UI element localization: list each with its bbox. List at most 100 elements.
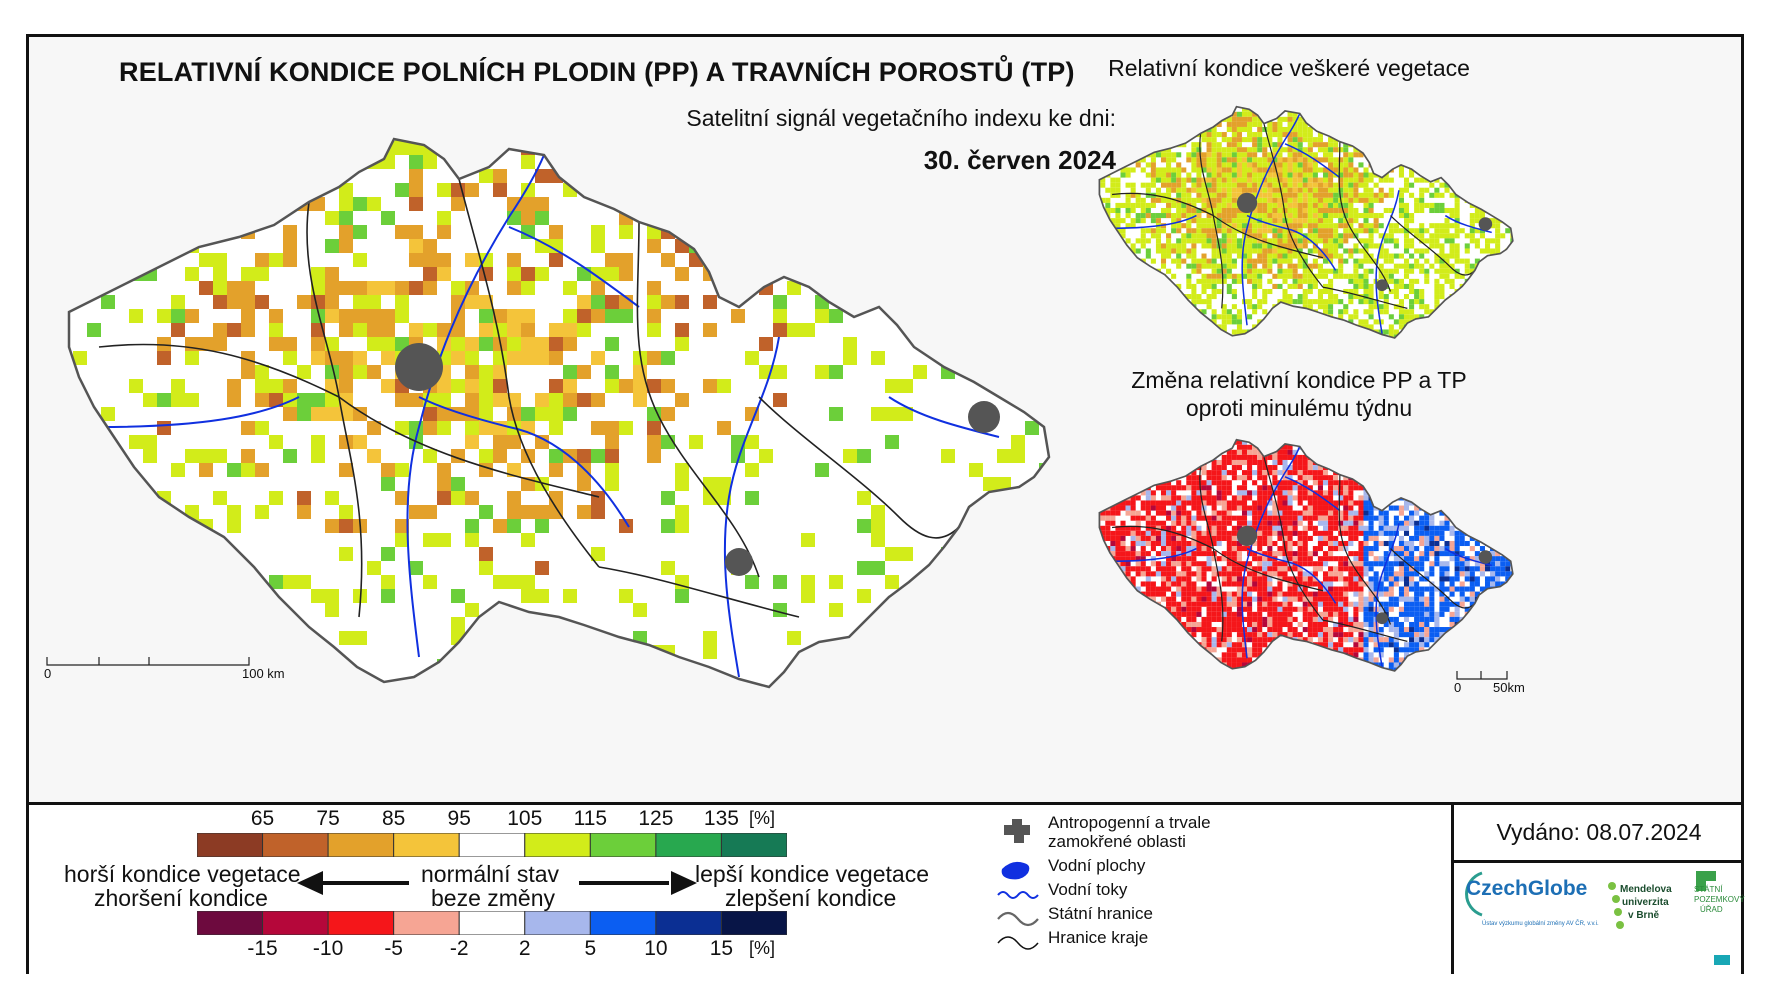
map-cell	[1490, 248, 1496, 254]
map-cell	[1130, 324, 1136, 330]
map-cell	[1363, 213, 1369, 219]
map-cell	[465, 183, 479, 197]
map-cell	[69, 365, 73, 379]
map-cell	[1322, 480, 1329, 486]
map-cell	[857, 631, 871, 645]
map-cell	[1227, 102, 1232, 107]
map-cell	[1449, 248, 1455, 254]
map-cell	[1191, 121, 1197, 127]
map-cell	[1439, 233, 1445, 239]
map-cell	[1262, 102, 1267, 107]
map-cell	[1317, 248, 1323, 254]
map-cell	[1490, 505, 1496, 511]
map-cell	[157, 421, 171, 435]
map-cell	[1500, 485, 1506, 491]
map-cell	[1424, 228, 1430, 234]
map-cell	[1100, 137, 1106, 143]
map-cell	[1500, 500, 1506, 506]
map-cell	[1358, 510, 1364, 516]
map-cell	[1490, 111, 1496, 117]
map-cell	[1211, 223, 1217, 229]
map-cell	[1181, 444, 1187, 450]
map-cell	[1444, 263, 1450, 269]
map-cell	[1282, 535, 1288, 541]
map-cell	[577, 309, 591, 323]
map-cell	[1221, 253, 1227, 259]
map-cell	[1105, 187, 1111, 193]
map-cell	[1398, 207, 1404, 214]
map-cell	[647, 281, 661, 295]
map-cell	[185, 141, 199, 155]
map-cell	[1495, 111, 1501, 117]
map-cell	[1312, 454, 1318, 460]
map-cell	[1505, 435, 1510, 440]
map-cell	[1307, 263, 1313, 269]
map-cell	[1484, 314, 1491, 320]
map-cell	[1414, 454, 1420, 460]
map-cell	[1267, 111, 1273, 117]
map-cell	[1252, 273, 1258, 279]
map-cell	[1429, 540, 1435, 547]
map-cell	[465, 139, 479, 141]
map-cell	[535, 407, 549, 421]
map-cell	[1099, 258, 1101, 264]
map-cell	[1353, 480, 1359, 486]
map-cell	[1479, 162, 1485, 168]
map-cell	[1343, 309, 1349, 315]
map-cell	[1363, 540, 1369, 547]
map-cell	[1378, 510, 1384, 516]
map-cell	[1211, 520, 1217, 526]
map-cell	[1454, 449, 1460, 455]
map-cell	[479, 141, 493, 155]
map-cell	[1272, 329, 1278, 335]
map-cell	[1145, 319, 1151, 325]
map-cell	[913, 631, 927, 645]
map-cell	[1216, 288, 1222, 295]
map-cell	[1099, 137, 1101, 143]
map-cell	[1348, 334, 1354, 338]
map-cell	[1388, 273, 1394, 279]
map-cell	[1186, 525, 1192, 531]
map-cell	[1409, 444, 1415, 450]
map-cell	[1282, 218, 1288, 224]
map-cell	[157, 393, 171, 407]
map-cell	[1272, 172, 1278, 178]
map-cell	[1100, 182, 1106, 188]
map-cell	[1343, 187, 1349, 193]
map-cell	[1424, 132, 1430, 138]
map-cell	[1439, 525, 1445, 531]
map-cell	[1434, 304, 1440, 310]
map-cell	[1216, 152, 1222, 158]
map-cell	[1181, 182, 1187, 188]
map-cell	[1115, 218, 1121, 224]
main-title: RELATIVNÍ KONDICE POLNÍCH PLODIN (PP) A …	[119, 57, 1075, 87]
map-cell	[1479, 444, 1485, 450]
map-cell	[1226, 273, 1232, 279]
map-cell	[1322, 329, 1329, 335]
map-cell	[1186, 283, 1192, 289]
map-cell	[1171, 202, 1177, 208]
map-cell	[1409, 449, 1415, 455]
map-cell	[1166, 449, 1172, 455]
map-cell	[1130, 530, 1136, 536]
map-cell	[1450, 435, 1455, 440]
map-cell	[1393, 515, 1399, 521]
map-cell	[1277, 546, 1283, 552]
map-cell	[1262, 485, 1268, 491]
map-cell	[1181, 248, 1187, 254]
map-cell	[1201, 132, 1207, 138]
map-cell	[1479, 213, 1485, 219]
map-cell	[1140, 505, 1146, 511]
map-cell	[1328, 299, 1334, 305]
map-cell	[1247, 278, 1253, 284]
map-cell	[1115, 299, 1121, 305]
map-cell	[1135, 324, 1141, 330]
map-cell	[1145, 228, 1151, 234]
map-cell	[1317, 449, 1323, 455]
map-cell	[1383, 304, 1389, 310]
map-cell	[1282, 228, 1288, 234]
map-cell	[1479, 121, 1485, 127]
map-cell	[1011, 673, 1025, 687]
map-cell	[1500, 137, 1506, 143]
map-cell	[1227, 435, 1232, 440]
